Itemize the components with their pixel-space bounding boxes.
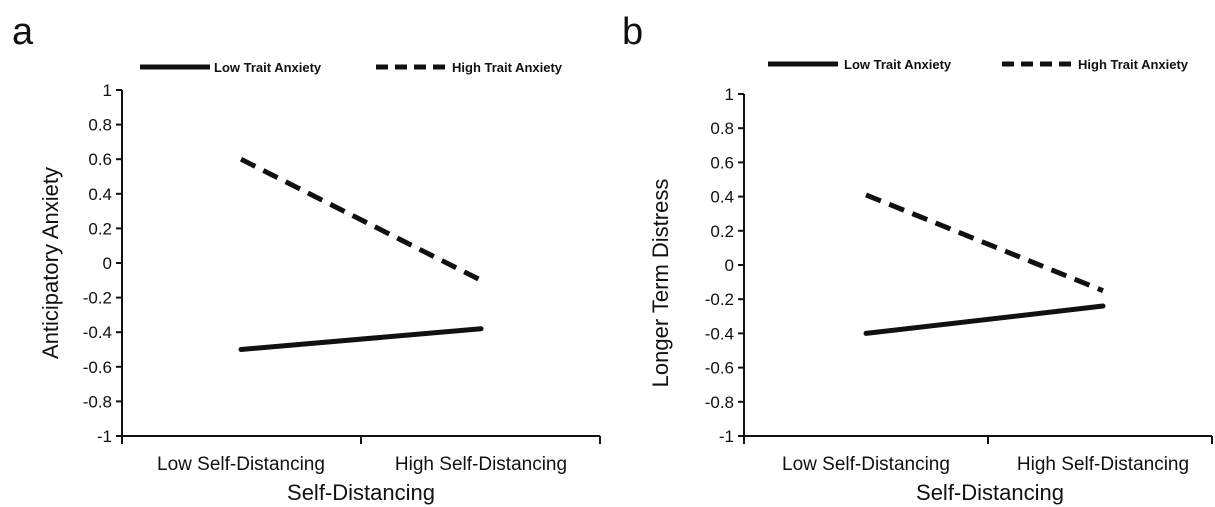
series-a-high-trait-anxiety-line xyxy=(239,156,483,283)
y-ticks-b: 1 0.8 0.6 0.4 0.2 0 -0.2 -0.4 -0.6 -0.8 -1 xyxy=(705,85,744,446)
y-tick-label-b-6: -0.2 xyxy=(705,290,734,309)
panel-b: b Low Trait Anxiety High Trait Anxiety 1… xyxy=(622,11,1213,505)
y-tick-label-a-7: -0.4 xyxy=(83,323,112,342)
legend-a-label-high: High Trait Anxiety xyxy=(452,60,563,75)
y-tick-label-a-2: 0.6 xyxy=(88,150,112,169)
y-tick-label-a-10: -1 xyxy=(97,427,112,446)
y-tick-label-a-5: 0 xyxy=(103,254,112,273)
y-tick-label-b-0: 1 xyxy=(725,85,734,104)
y-ticks-a: 1 0.8 0.6 0.4 0.2 0 -0.2 -0.4 -0.6 -0.8 -1 xyxy=(83,81,122,446)
legend-b-label-high: High Trait Anxiety xyxy=(1078,57,1189,72)
y-tick-label-b-5: 0 xyxy=(725,256,734,275)
y-axis-title-a: Anticipatory Anxiety xyxy=(38,167,63,359)
x-category-b-high: High Self-Distancing xyxy=(1017,454,1189,475)
series-a-low-trait-anxiety-line xyxy=(238,326,484,352)
x-category-b-low: Low Self-Distancing xyxy=(782,454,950,475)
y-tick-label-b-9: -0.8 xyxy=(705,393,734,412)
y-tick-label-a-6: -0.2 xyxy=(83,289,112,308)
legend-b: Low Trait Anxiety High Trait Anxiety xyxy=(768,57,1189,72)
y-tick-label-b-4: 0.2 xyxy=(710,222,734,241)
y-tick-label-a-8: -0.6 xyxy=(83,358,112,377)
y-tick-label-a-1: 0.8 xyxy=(88,116,112,135)
y-tick-label-b-1: 0.8 xyxy=(710,119,734,138)
legend-a: Low Trait Anxiety High Trait Anxiety xyxy=(140,60,563,75)
legend-a-label-low: Low Trait Anxiety xyxy=(214,60,322,75)
legend-b-label-low: Low Trait Anxiety xyxy=(844,57,952,72)
y-tick-label-b-7: -0.4 xyxy=(705,324,734,343)
y-tick-label-a-3: 0.4 xyxy=(88,185,112,204)
series-b-high-trait-anxiety-line xyxy=(865,192,1104,293)
y-tick-label-a-4: 0.2 xyxy=(88,219,112,238)
series-b-low-trait-anxiety-line xyxy=(863,303,1106,336)
y-tick-label-b-3: 0.4 xyxy=(710,188,734,207)
x-category-a-low: Low Self-Distancing xyxy=(157,454,325,475)
panel-a: a Low Trait Anxiety High Trait Anxiety 1… xyxy=(12,11,601,505)
x-axis-title-b: Self-Distancing xyxy=(916,480,1064,505)
x-category-a-high: High Self-Distancing xyxy=(395,454,567,475)
y-tick-label-b-2: 0.6 xyxy=(710,153,734,172)
panel-letter-b: b xyxy=(622,11,643,53)
panel-letter-a: a xyxy=(12,11,34,53)
y-tick-label-a-0: 1 xyxy=(103,81,112,100)
x-axis-title-a: Self-Distancing xyxy=(287,480,435,505)
y-tick-label-b-8: -0.6 xyxy=(705,359,734,378)
y-tick-label-b-10: -1 xyxy=(719,427,734,446)
y-tick-label-a-9: -0.8 xyxy=(83,392,112,411)
y-axis-title-b: Longer Term Distress xyxy=(648,179,673,388)
